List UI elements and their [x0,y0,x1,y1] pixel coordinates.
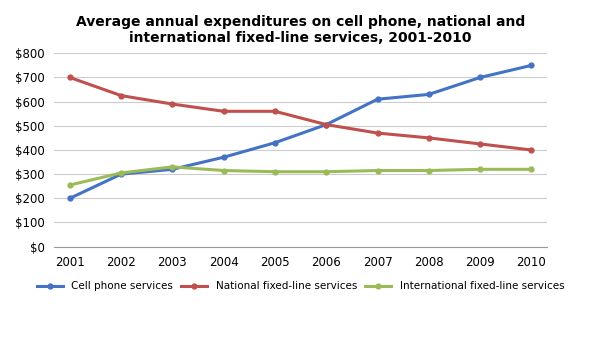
Cell phone services [425,92,432,97]
International fixed-line services [323,170,330,174]
International fixed-line services [169,165,176,169]
Legend: Cell phone services, National fixed-line services, International fixed-line serv: Cell phone services, National fixed-line… [33,277,569,296]
Line: International fixed-line services: International fixed-line services [68,165,534,188]
Cell phone services [220,155,227,159]
National fixed-line services [271,109,279,113]
National fixed-line services [323,122,330,127]
International fixed-line services [425,169,432,173]
Cell phone services [323,122,330,127]
National fixed-line services [66,75,74,80]
International fixed-line services [66,183,74,187]
Cell phone services [66,196,74,200]
Cell phone services [118,172,125,176]
International fixed-line services [528,167,535,171]
National fixed-line services [477,142,484,146]
National fixed-line services [374,131,381,135]
International fixed-line services [118,171,125,175]
International fixed-line services [220,169,227,173]
International fixed-line services [271,170,279,174]
Cell phone services [477,75,484,80]
National fixed-line services [425,136,432,140]
Cell phone services [169,167,176,171]
National fixed-line services [528,148,535,152]
Line: Cell phone services: Cell phone services [68,63,534,201]
National fixed-line services [118,93,125,98]
Title: Average annual expenditures on cell phone, national and
international fixed-line: Average annual expenditures on cell phon… [76,15,525,45]
National fixed-line services [220,109,227,113]
Line: National fixed-line services: National fixed-line services [68,75,534,153]
Cell phone services [374,97,381,101]
Cell phone services [271,141,279,145]
National fixed-line services [169,102,176,106]
International fixed-line services [477,167,484,171]
Cell phone services [528,63,535,68]
International fixed-line services [374,169,381,173]
